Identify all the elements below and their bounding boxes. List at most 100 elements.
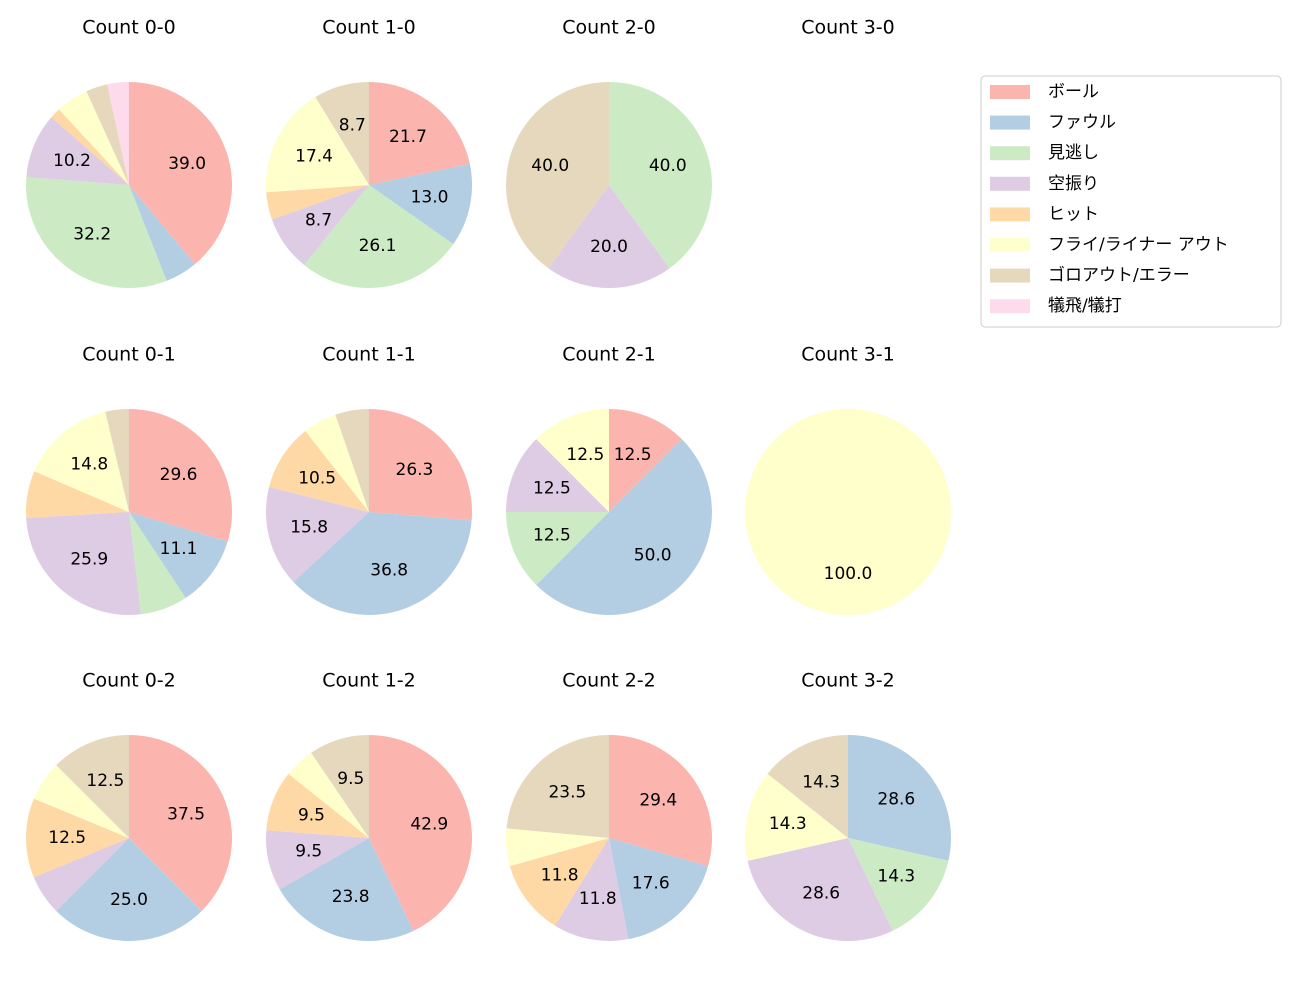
pie-slice: [548, 185, 670, 288]
pie-slice: [293, 512, 472, 616]
value-label: 15.8: [290, 517, 328, 537]
value-label: 42.9: [410, 814, 448, 834]
value-label: 20.0: [590, 237, 628, 257]
value-label: 10.2: [53, 151, 91, 171]
value-label: 12.5: [566, 445, 604, 465]
pie-slice: [609, 735, 713, 867]
pie-slice: [609, 82, 713, 269]
pie-slice: [304, 185, 454, 288]
pie-slice: [105, 409, 129, 512]
value-label: 29.6: [160, 465, 198, 485]
pie-slice: [26, 117, 130, 185]
pie-slice: [609, 838, 709, 940]
value-label: 12.5: [533, 478, 571, 498]
value-label: 26.1: [359, 236, 397, 256]
pie-slice: [767, 735, 848, 838]
pie-slice: [745, 773, 848, 861]
value-label: 13.0: [411, 187, 449, 207]
value-label: 11.1: [160, 539, 198, 559]
value-label: 11.8: [541, 865, 579, 885]
pie-slice: [269, 431, 369, 512]
value-label: 23.5: [548, 782, 586, 802]
pie-slice: [335, 409, 369, 512]
chart-title: Count 1-1: [322, 344, 416, 366]
legend-swatch: [990, 146, 1030, 161]
pie-slice: [266, 487, 369, 583]
pie-slice: [33, 838, 129, 911]
pie-slice: [745, 409, 951, 615]
pie-slice: [369, 163, 472, 245]
value-label: 100.0: [824, 564, 873, 584]
value-label: 9.5: [337, 769, 364, 789]
pie-slice: [848, 735, 952, 861]
chart-title: Count 0-2: [82, 670, 176, 692]
pie-slice: [506, 82, 609, 269]
pie-slice: [536, 409, 609, 512]
value-label: 12.5: [48, 828, 86, 848]
value-label: 8.7: [339, 115, 366, 135]
legend-label: フライ/ライナー アウト: [1048, 235, 1229, 255]
value-label: 12.5: [86, 771, 124, 791]
chart-title: Count 3-1: [801, 344, 895, 366]
pie-slice: [279, 838, 414, 941]
pie-slice: [33, 765, 129, 838]
chart-title: Count 0-1: [82, 344, 176, 366]
value-label: 40.0: [649, 156, 687, 176]
value-label: 25.9: [70, 549, 108, 569]
legend-swatch: [990, 176, 1030, 191]
pie-slice: [129, 512, 186, 615]
pie-slice: [369, 82, 470, 185]
value-label: 14.3: [769, 814, 807, 834]
legend-label: ゴロアウト/エラー: [1048, 265, 1190, 286]
legend-label: ボール: [1048, 82, 1099, 102]
legend-label: ヒット: [1048, 204, 1099, 224]
pie-slice: [369, 409, 472, 521]
pie-slice: [26, 471, 130, 518]
pie-slice: [369, 735, 472, 931]
pie-slice: [129, 409, 232, 542]
pie-slice: [129, 185, 195, 281]
value-label: 50.0: [634, 546, 672, 566]
pie-slice: [506, 439, 609, 512]
value-label: 17.6: [632, 874, 670, 894]
pie-slice: [266, 830, 369, 890]
value-label: 29.4: [639, 791, 677, 811]
pie-slice: [51, 109, 129, 185]
value-label: 36.8: [370, 560, 408, 580]
value-label: 37.5: [167, 804, 205, 824]
value-label: 10.5: [298, 468, 336, 488]
chart-title: Count 1-0: [322, 17, 416, 39]
pie-slice: [107, 82, 129, 185]
chart-title: Count 3-2: [801, 670, 895, 692]
pie-slice: [59, 91, 129, 185]
pie-slice: [266, 773, 369, 838]
chart-title: Count 2-2: [562, 670, 656, 692]
pie-slice: [26, 512, 141, 615]
value-label: 26.3: [396, 460, 434, 480]
pie-slice: [506, 512, 609, 585]
chart-title: Count 0-0: [82, 17, 176, 39]
pie-slice: [266, 97, 369, 193]
pie-slice: [129, 82, 232, 265]
value-label: 23.8: [332, 887, 370, 907]
pie-slice: [554, 838, 629, 941]
value-label: 9.5: [298, 805, 325, 825]
pie-slice: [506, 735, 609, 838]
pie-slice: [747, 838, 893, 941]
pie-slice: [129, 735, 232, 911]
value-label: 28.6: [877, 789, 915, 809]
legend-swatch: [990, 238, 1030, 252]
pie-slice: [86, 84, 129, 185]
pie-slice: [129, 512, 228, 599]
legend-swatch: [990, 268, 1030, 283]
pie-slice: [609, 409, 682, 512]
legend-label: 見逃し: [1048, 143, 1099, 163]
legend-box: [980, 75, 1282, 328]
value-label: 14.8: [70, 455, 108, 475]
pie-slice: [315, 82, 369, 185]
legend-swatch: [990, 85, 1030, 99]
pie-slice: [56, 735, 130, 838]
pie-slice: [266, 185, 369, 220]
pie-slice: [34, 411, 130, 512]
